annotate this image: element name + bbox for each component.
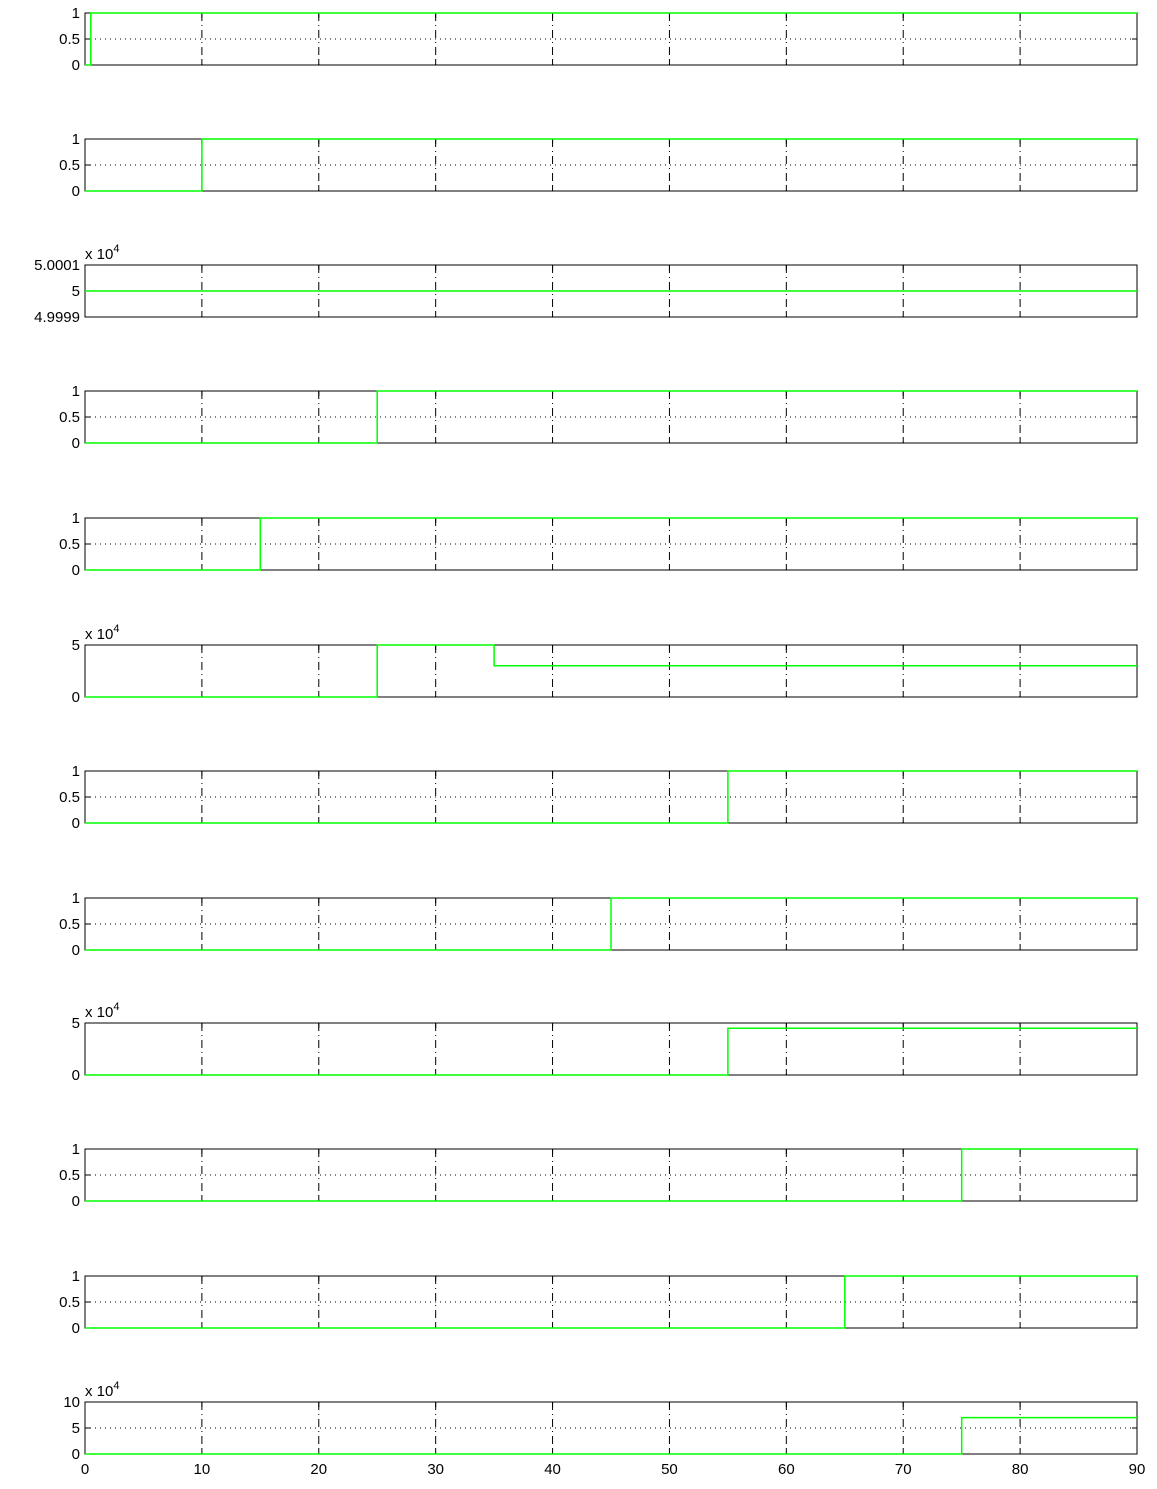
x-tick-label: 80: [1012, 1461, 1029, 1478]
y-tick-label: 0: [72, 562, 80, 579]
x-tick-label: 70: [895, 1461, 912, 1478]
subplot-9: 5 0 x 104: [72, 1001, 1138, 1084]
x-tick-label: 20: [310, 1461, 327, 1478]
y-tick-label: 0: [72, 1193, 80, 1210]
y-tick-label: 0.5: [59, 157, 80, 174]
y-tick-label: 5: [72, 1420, 80, 1437]
y-tick-label: 10: [63, 1394, 80, 1411]
y-tick-label: 1: [72, 131, 80, 148]
y-tick-label: 5: [72, 637, 80, 654]
signal-line: [85, 770, 1137, 824]
y-tick-label: 0: [72, 1067, 80, 1084]
y-tick-label: 0: [72, 1320, 80, 1337]
y-tick-label: 0: [72, 183, 80, 200]
y-tick-label: 1: [72, 1141, 80, 1158]
y-tick-label: 0: [72, 689, 80, 706]
y-tick-label: 5: [72, 283, 80, 300]
y-tick-label: 1: [72, 510, 80, 527]
signal-line: [85, 138, 1137, 192]
signal-line: [85, 12, 1137, 66]
signal-line: [85, 517, 1137, 571]
signal-line: [85, 644, 1137, 698]
subplot-1: 10.50: [59, 5, 1138, 74]
x-tick-label: 50: [661, 1461, 678, 1478]
axes-box: [84, 644, 1138, 698]
signal-line: [85, 390, 1137, 444]
x-tick-label: 0: [81, 1461, 89, 1478]
y-tick-label: 4.9999: [34, 309, 80, 326]
y-tick-label: 5: [72, 1015, 80, 1032]
y-tick-label: 0.5: [59, 536, 80, 553]
y-tick-label: 0.5: [59, 1167, 80, 1184]
y-tick-label: 0: [72, 1446, 80, 1463]
signal-line: [85, 1416, 1137, 1455]
y-tick-label: 1: [72, 1268, 80, 1285]
signal-line: [85, 897, 1137, 951]
y-tick-label: 0.5: [59, 409, 80, 426]
y-tick-label: 0.5: [59, 916, 80, 933]
subplot-4: 10.50: [59, 383, 1138, 452]
subplot-7: 10.50: [59, 763, 1138, 832]
y-tick-label: 0: [72, 435, 80, 452]
exponent-label: x 104: [85, 1380, 119, 1400]
y-tick-label: 0: [72, 57, 80, 74]
subplot-2: 10.50: [59, 131, 1138, 200]
subplot-10: 10.50: [59, 1141, 1138, 1210]
subplot-3: 5.0001 5 4.9999 x 104: [34, 243, 1138, 326]
y-tick-label: 1: [72, 383, 80, 400]
subplot-8: 10.50: [59, 890, 1138, 959]
y-tick-label: 1: [72, 890, 80, 907]
y-tick-label: 0: [72, 942, 80, 959]
x-tick-label: 30: [427, 1461, 444, 1478]
y-tick-label: 0.5: [59, 31, 80, 48]
exponent-label: x 104: [85, 623, 119, 643]
subplot-5: 10.50: [59, 510, 1138, 579]
signal-line: [85, 1275, 1137, 1329]
x-tick-label: 60: [778, 1461, 795, 1478]
y-tick-label: 0.5: [59, 1294, 80, 1311]
signal-line: [85, 1148, 1137, 1202]
subplot-6: 5 0 x 104: [72, 623, 1138, 706]
y-tick-label: 5.0001: [34, 257, 80, 274]
subplot-11: 10.50: [59, 1268, 1138, 1337]
y-tick-label: 1: [72, 5, 80, 22]
y-tick-label: 0.5: [59, 789, 80, 806]
axes-box: [84, 1022, 1138, 1076]
x-tick-label: 90: [1129, 1461, 1146, 1478]
y-tick-label: 0: [72, 815, 80, 832]
exponent-label: x 104: [85, 1001, 119, 1021]
exponent-label: x 104: [85, 243, 119, 263]
x-tick-label: 40: [544, 1461, 561, 1478]
x-tick-label: 10: [194, 1461, 211, 1478]
signal-line: [85, 1027, 1137, 1076]
y-tick-label: 1: [72, 763, 80, 780]
